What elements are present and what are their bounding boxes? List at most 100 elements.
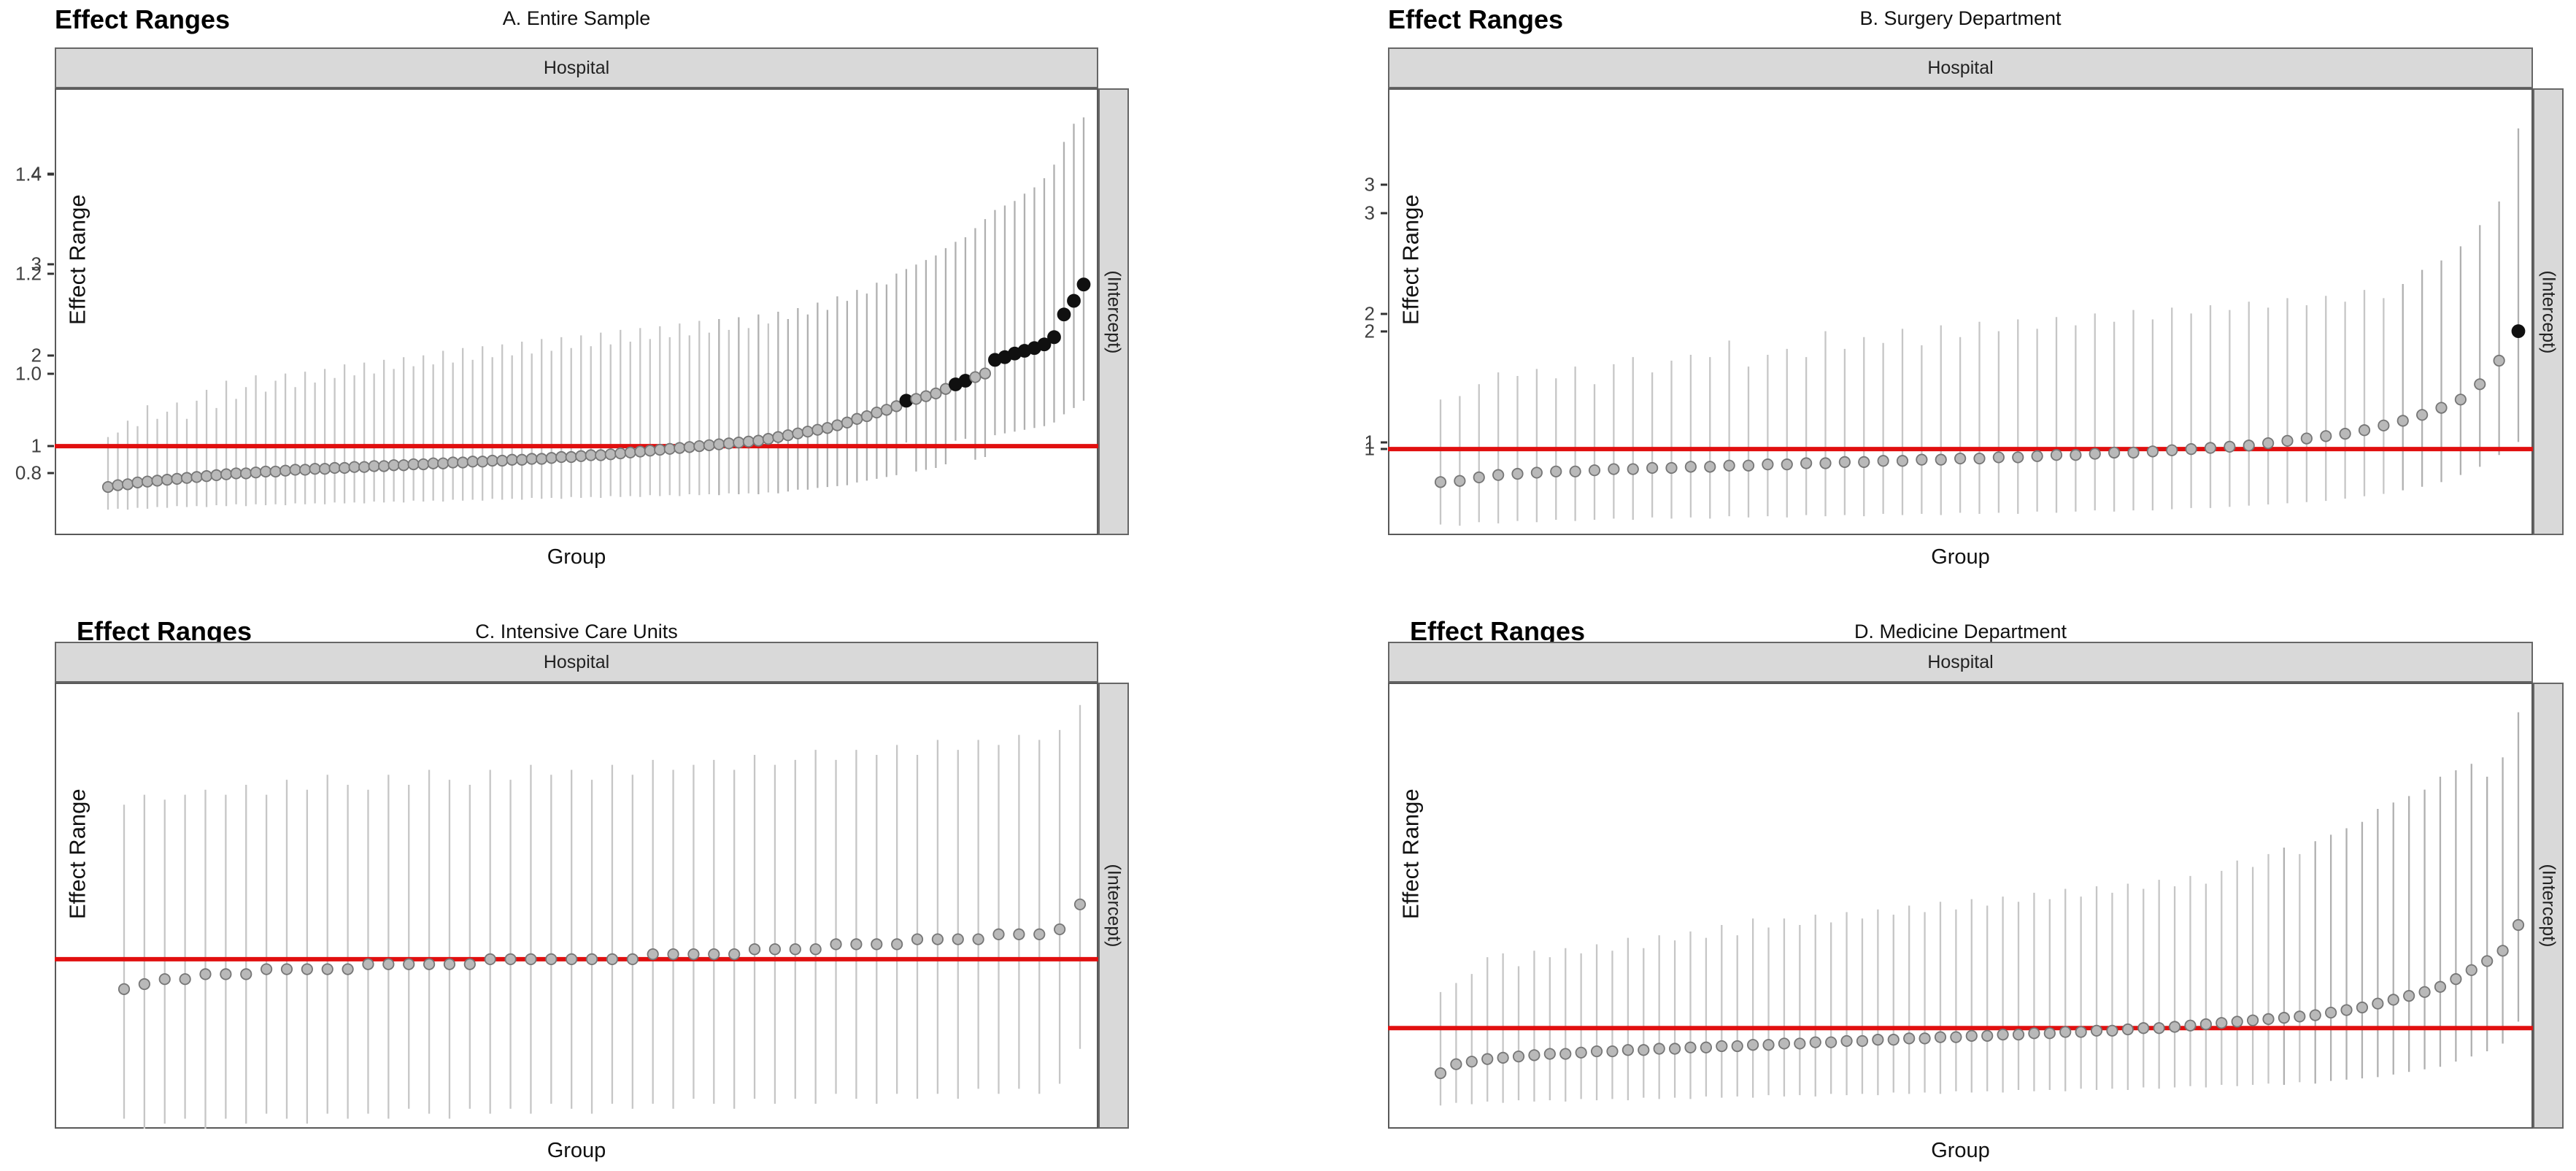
data-point [742,435,755,448]
data-point [850,938,863,951]
x-axis-title: Group [1931,545,1990,569]
facet-strip-top: Hospital [1388,47,2533,88]
caterpillar-plot [1388,712,2533,1106]
data-point [2106,1024,2118,1037]
data-point [768,943,782,956]
data-point [1742,459,1755,472]
data-point [566,953,578,965]
data-point-significant [2511,324,2526,339]
facet-strip-right: (Intercept) [2533,683,2564,1129]
data-point [1747,1039,1759,1051]
x-axis-title: Group [1931,1139,1990,1162]
data-point [2435,402,2448,414]
data-point [1627,463,1639,475]
data-point [545,452,558,464]
data-point [891,938,903,951]
data-point [378,460,390,472]
data-point [190,471,203,483]
data-point [1723,459,1735,472]
data-point [1511,467,1524,480]
data-point [2168,1021,2181,1033]
data-point [407,458,420,471]
data-point [1856,1034,1869,1048]
data-point [1877,455,1889,467]
data-point [398,459,410,472]
data-point [279,464,292,477]
data-point [595,449,607,461]
data-point [841,416,853,429]
data-point [2416,409,2429,421]
data-point [443,958,456,970]
data-point [536,453,548,465]
data-point [647,948,659,961]
data-point [2309,1009,2321,1021]
data-point [801,426,814,438]
y-tick-mark [1381,448,1387,450]
data-point [979,367,992,380]
data-point [2121,1023,2134,1036]
data-point [1653,1043,1665,1055]
data-point [1838,456,1851,468]
data-point [1954,452,1967,465]
data-point [931,933,944,945]
data-point [457,456,469,469]
data-point [1492,469,1505,481]
panel-subtitle: A. Entire Sample [502,7,651,29]
data-point [151,475,163,487]
data-point [1569,465,1581,477]
data-point [1434,1067,1447,1080]
data-point [663,442,676,455]
y-tick-label: 3 [31,253,42,275]
data-point [1778,1037,1791,1050]
data-point [525,453,538,465]
caterpillar-plot [55,704,1098,1129]
data-point [240,968,252,980]
data-point [261,963,273,975]
data-point [1528,1049,1540,1061]
data-point [1981,1029,1994,1042]
data-point [486,454,498,467]
figure-title: Effect Ranges [55,4,231,34]
data-point [831,419,844,431]
data-point [992,928,1005,940]
data-point [952,933,964,945]
data-point [358,461,371,473]
data-point [2378,419,2390,431]
data-point [1684,461,1697,473]
data-point [1512,1051,1525,1063]
data-point [496,454,509,467]
data-point [703,439,715,451]
data-point [2356,1001,2369,1014]
data-point [2496,945,2509,957]
data-point [606,953,619,965]
data-point [250,467,262,479]
data-point [2070,449,2082,461]
data-point [604,448,617,461]
data-point [387,459,400,472]
data-point [2050,449,2063,461]
data-point [575,450,587,462]
data-point [585,449,597,461]
data-point-significant [1067,293,1081,308]
data-point [782,429,794,442]
figure-title: Effect Ranges [77,616,252,646]
data-point [2185,443,2197,456]
data-point [230,467,242,480]
data-point [516,453,528,466]
data-point [2231,1015,2243,1028]
data-point [2224,440,2236,453]
data-point [585,953,598,965]
data-point [1497,1051,1509,1064]
y-tick-label: 1 [1364,431,1375,453]
data-point-significant [1076,277,1091,292]
panel-a-entire-sample: Effect Ranges A. Entire Sample Hospital … [0,0,1288,586]
data-point-significant [1057,307,1071,322]
data-point [2320,430,2332,442]
data-point [1903,1032,1916,1045]
data-point [654,443,666,456]
data-point [2358,424,2371,437]
data-point [624,446,636,458]
data-point [2450,973,2462,986]
data-point [674,442,686,454]
data-point [1543,1048,1556,1060]
